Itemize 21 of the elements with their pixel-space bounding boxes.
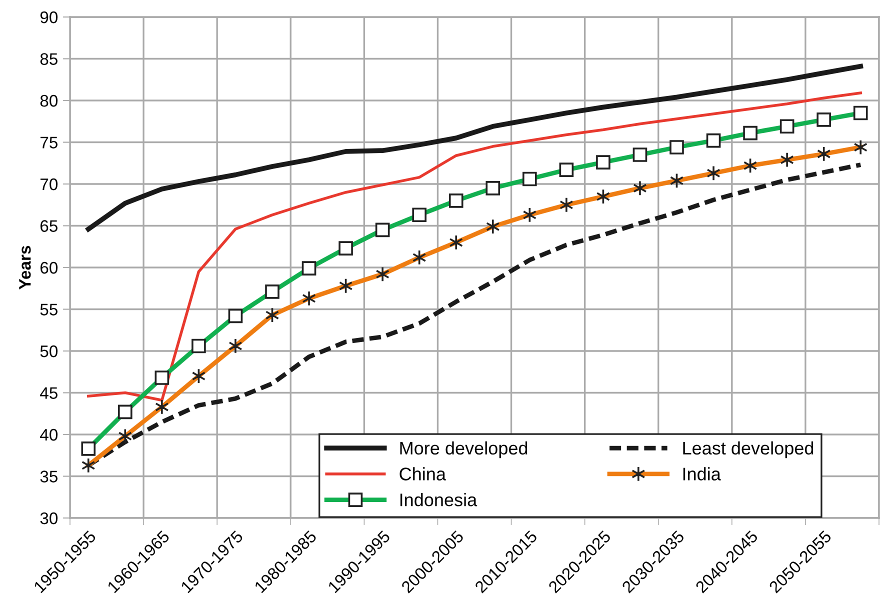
legend-label: India [683,467,721,480]
y-tick-label: 80 [40,94,58,107]
y-tick-label: 45 [40,387,58,399]
legend-label: More developed [400,441,528,458]
y-tick-label: 70 [40,178,58,190]
legend-label: Least developed [683,441,814,458]
y-tick-label: 30 [40,512,58,524]
legend-label: Indonesia [400,493,478,506]
y-tick-label: 75 [40,136,58,148]
y-tick-label: 40 [40,428,58,441]
y-tick-label: 55 [40,304,58,316]
y-tick-label: 85 [40,53,58,65]
y-tick-label: 50 [40,345,58,358]
y-axis-title: Years [19,246,31,290]
legend-label: China [400,467,446,480]
y-tick-label: 60 [40,262,58,274]
line-series [86,64,864,232]
point [81,458,96,474]
y-tick-label: 35 [40,470,58,482]
y-tick-label: 90 [40,11,58,24]
y-tick-label: 65 [40,220,58,232]
